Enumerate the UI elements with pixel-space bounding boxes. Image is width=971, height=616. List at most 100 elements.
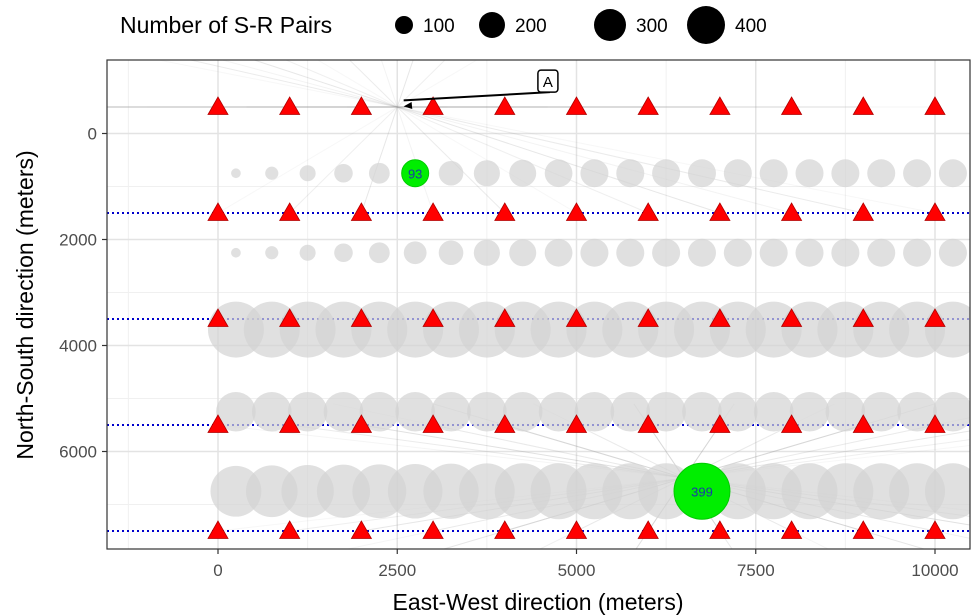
receiver-triangle [207,96,229,115]
legend-title: Number of S-R Pairs [120,12,332,38]
midpoint-bubble [544,238,573,267]
midpoint-bubble [287,391,328,432]
midpoint-bubble [467,391,507,432]
midpoint-bubble [825,391,866,432]
receiver-triangle [709,520,731,539]
receiver-triangle [279,96,301,115]
midpoint-bubble [544,159,573,188]
midpoint-bubble [616,159,645,188]
annotation-label: A [543,74,553,91]
receiver-triangle [494,202,516,221]
receiver-triangle [852,202,874,221]
midpoint-bubble [334,163,353,183]
receiver-triangle [637,520,659,539]
receiver-triangle [422,414,444,433]
midpoint-bubble [687,238,716,267]
midpoint-bubble [251,391,292,432]
axes: 0 2500 5000 7500 10000 0 2000 4000 6000 [59,125,958,581]
receiver-triangle [207,520,229,539]
receiver-triangle [852,414,874,433]
receiver-triangle [422,308,444,327]
receiver-triangle [924,414,946,433]
highlighted-bubble [673,462,731,520]
midpoint-bubble [509,159,537,187]
receiver-triangle [207,308,229,327]
midpoint-bubble [861,391,902,432]
midpoint-bubble [473,239,500,266]
midpoint-bubble [753,391,794,432]
receiver-triangle [565,96,588,115]
receiver-triangle [422,520,444,539]
legend-keys: 100 200 300 400 [395,6,767,44]
receiver-triangle [780,202,803,221]
midpoint-bubble [265,166,279,180]
receiver-triangle [780,414,803,433]
highlighted-bubble [401,159,430,188]
midpoint-bubble [395,391,435,432]
receiver-triangle [565,308,588,327]
midpoint-bubble [789,391,830,432]
receiver-triangle [852,520,874,539]
y-axis-title: North-South direction (meters) [12,150,38,459]
midpoint-bubble [723,238,752,267]
bubble-value-label: 93 [408,166,422,181]
annotation-box [537,69,559,93]
midpoint-bubble [265,246,279,260]
receiver-triangle [350,308,373,327]
x-tick-label: 0 [213,561,222,580]
legend-key-circle [687,6,725,44]
annotation-arrowhead [403,102,413,110]
receiver-triangle [207,414,229,433]
receiver-triangle [279,520,301,539]
receiver-triangle [565,520,588,539]
legend-key-circle [395,16,413,34]
receiver-triangle [852,308,874,327]
midpoint-bubble [903,159,932,188]
x-tick-label: 10000 [911,561,958,580]
midpoint-bubble [210,465,262,517]
midpoint-bubble [438,240,464,266]
receiver-triangle [780,520,803,539]
midpoint-bubble [431,391,471,432]
receiver-triangle [637,96,659,115]
midpoint-bubble [759,238,788,267]
legend-key-circle [479,12,505,38]
midpoint-bubble [538,391,579,432]
midpoint-bubble [687,159,716,188]
midpoint-bubble [245,465,298,518]
receiver-triangle [350,414,373,433]
receiver-triangle [494,308,516,327]
midpoint-bubble [216,391,256,432]
midpoint-bubble [718,391,758,432]
receiver-triangle [709,96,731,115]
midpoint-bubble [323,391,364,432]
midpoint-bubble [831,159,860,188]
midpoint-bubble [231,168,241,179]
midpoint-bubble [903,238,932,267]
midpoint-bubble [473,160,500,187]
receiver-triangle [279,414,301,433]
ray-line [316,60,577,214]
receiver-triangle [924,308,946,327]
midpoint-bubble [795,159,824,188]
receiver-triangle [637,308,659,327]
midpoint-bubble [502,391,543,432]
midpoint-bubble [938,159,967,188]
receiver-triangle [422,202,444,221]
legend-key-circle [594,9,626,41]
midpoint-bubble [509,239,537,267]
receiver-triangle [279,308,301,327]
receiver-triangle [924,96,946,115]
midpoint-bubble [438,160,464,186]
legend-key-label: 400 [735,16,767,37]
midpoint-bubble [897,391,937,432]
midpoint-bubble [938,238,967,267]
highlighted-bubbles: 93 399 [401,159,731,520]
receiver-triangle [637,414,659,433]
annotation: A [403,69,559,110]
bubble-value-label: 399 [691,484,713,499]
y-tick-label: 0 [88,125,97,144]
ray-line [217,60,478,214]
midpoint-bubble [933,391,970,432]
midpoint-bubble [580,159,609,188]
